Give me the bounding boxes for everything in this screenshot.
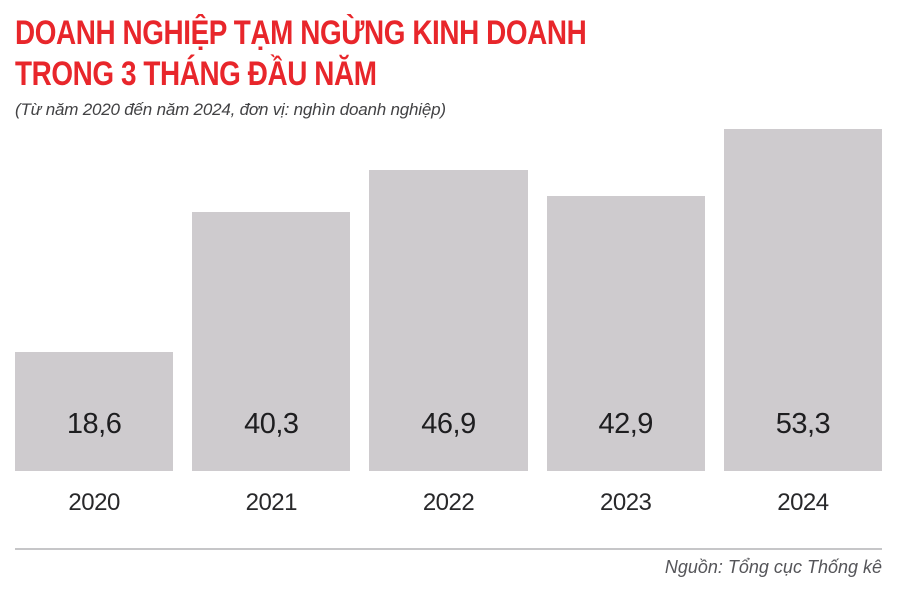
- bar-column: 18,6: [15, 129, 174, 471]
- bar-column: 46,9: [369, 129, 528, 471]
- bar-value-label: 40,3: [244, 408, 299, 440]
- chart-title-line1: DOANH NGHIỆP TẠM NGỪNG KINH DOANH: [15, 14, 587, 52]
- chart-title-line2: TRONG 3 THÁNG ĐẦU NĂM: [15, 55, 377, 93]
- x-axis-labels: 2020 2021 2022 2023 2024: [15, 489, 882, 517]
- year-label: 2022: [422, 489, 475, 516]
- bar: 18,6: [15, 351, 174, 471]
- chart-subtitle: (Từ năm 2020 đến năm 2024, đơn vị: nghìn…: [15, 100, 446, 119]
- bar-chart: 18,6 40,3 46,9 42,9 53,3: [15, 129, 883, 471]
- bar-value-label: 53,3: [775, 408, 831, 440]
- source-credit: Nguồn: Tổng cục Thống kê: [664, 557, 882, 577]
- bar: 53,3: [723, 129, 883, 471]
- bar-column: 53,3: [723, 129, 883, 471]
- bar-column: 42,9: [546, 129, 705, 471]
- bar-column: 40,3: [192, 129, 351, 471]
- year-label: 2021: [245, 489, 298, 516]
- chart-title: DOANH NGHIỆP TẠM NGỪNG KINH DOANH TRONG …: [15, 13, 726, 95]
- year-label: 2023: [600, 489, 652, 516]
- bar-value-label: 18,6: [66, 408, 122, 440]
- bar: 40,3: [192, 212, 351, 471]
- bar: 42,9: [546, 195, 705, 471]
- header: DOANH NGHIỆP TẠM NGỪNG KINH DOANH TRONG …: [15, 13, 882, 120]
- year-label: 2024: [777, 489, 829, 516]
- bar-value-label: 46,9: [421, 408, 476, 440]
- footer: Nguồn: Tổng cục Thống kê: [15, 548, 882, 578]
- year-label: 2020: [68, 489, 120, 516]
- bar: 46,9: [369, 170, 528, 471]
- bar-value-label: 42,9: [598, 408, 653, 440]
